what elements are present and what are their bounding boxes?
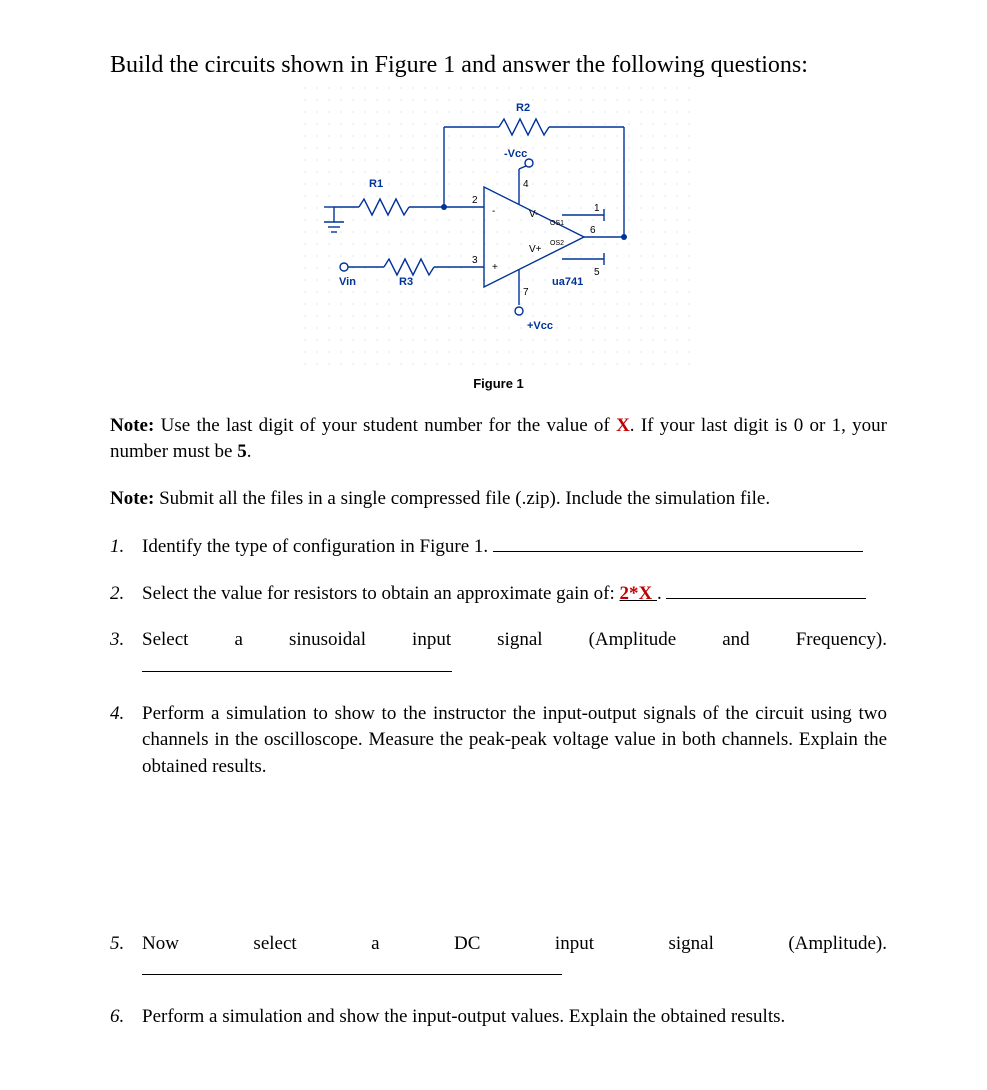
svg-text:5: 5 [594, 267, 600, 278]
page-title: Build the circuits shown in Figure 1 and… [110, 50, 887, 81]
vertical-gap [110, 801, 887, 911]
grid [304, 87, 694, 367]
svg-text:1: 1 [594, 203, 600, 214]
gain-value: 2*X [620, 583, 657, 604]
question-1: Identify the type of configuration in Fi… [110, 534, 887, 561]
question-list: Identify the type of configuration in Fi… [110, 534, 887, 780]
figure-caption: Figure 1 [110, 376, 887, 391]
question-6: Perform a simulation and show the input-… [110, 1004, 887, 1031]
question-2: Select the value for resistors to obtain… [110, 581, 887, 608]
answer-blank[interactable] [142, 957, 562, 975]
document-page: Build the circuits shown in Figure 1 and… [0, 0, 987, 1090]
svg-text:3: 3 [472, 255, 478, 266]
svg-text:-Vcc: -Vcc [504, 148, 527, 160]
note-label: Note: [110, 415, 154, 436]
note-2: Note: Submit all the files in a single c… [110, 486, 887, 512]
answer-blank[interactable] [666, 581, 866, 599]
x-variable: X [616, 415, 630, 436]
svg-text:-: - [492, 206, 495, 217]
figure-1: - + V- V+ OS1 OS2 ua741 2 3 4 7 [110, 87, 887, 391]
svg-text:R3: R3 [399, 276, 413, 288]
svg-text:+Vcc: +Vcc [527, 320, 553, 332]
svg-text:2: 2 [472, 195, 478, 206]
note-label: Note: [110, 488, 154, 509]
svg-text:ua741: ua741 [552, 276, 583, 288]
svg-text:7: 7 [523, 287, 529, 298]
question-5: Now select a DC input signal (Amplitude)… [110, 931, 887, 984]
svg-text:+: + [492, 262, 498, 273]
svg-text:R2: R2 [516, 102, 530, 114]
svg-text:V-: V- [529, 209, 538, 220]
svg-text:R1: R1 [369, 178, 383, 190]
question-4: Perform a simulation to show to the inst… [110, 701, 887, 781]
svg-text:OS1: OS1 [550, 220, 564, 227]
answer-blank[interactable] [142, 654, 452, 672]
svg-text:OS2: OS2 [550, 240, 564, 247]
svg-text:Vin: Vin [339, 276, 356, 288]
note-1: Note: Use the last digit of your student… [110, 413, 887, 464]
question-list-2: Now select a DC input signal (Amplitude)… [110, 931, 887, 1031]
svg-text:6: 6 [590, 225, 596, 236]
answer-blank[interactable] [493, 534, 863, 552]
svg-text:V+: V+ [529, 244, 542, 255]
circuit-diagram: - + V- V+ OS1 OS2 ua741 2 3 4 7 [304, 87, 694, 367]
svg-text:4: 4 [523, 179, 529, 190]
question-3: Select a sinusoidal input signal (Amplit… [110, 627, 887, 680]
